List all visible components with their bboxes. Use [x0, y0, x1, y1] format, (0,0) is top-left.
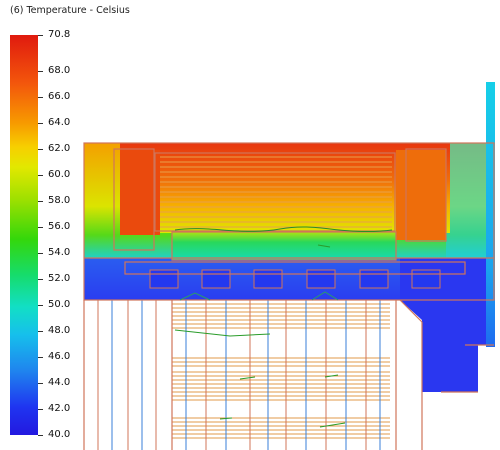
colorbar-tick-mark	[38, 331, 43, 333]
left-hot-block	[120, 150, 160, 235]
colorbar-tick-label: 70.8	[48, 29, 71, 40]
right-blue-region	[400, 258, 494, 392]
temperature-colorbar	[10, 35, 38, 435]
hot-zone-layer-lines	[160, 156, 392, 228]
flow-curves	[174, 226, 393, 428]
colorbar-tick-mark	[38, 201, 43, 203]
lower-vertical-lines	[97, 300, 381, 450]
colorbar-tick-label: 52.0	[48, 273, 71, 285]
colorbar-tick-mark	[38, 409, 43, 411]
colorbar-tick-mark	[38, 123, 43, 125]
colorbar-tick-mark	[38, 227, 43, 229]
colorbar-tick-mark	[38, 279, 43, 281]
colorbar-tick-label: 54.0	[48, 247, 71, 259]
lower-structure	[84, 300, 400, 450]
colorbar-tick-mark	[38, 175, 43, 177]
colorbar-tick-mark	[38, 149, 43, 151]
colorbar-tick-label: 64.0	[48, 117, 71, 129]
colorbar-tick-label: 44.0	[48, 377, 71, 389]
lower-stack-layer-lines	[172, 303, 390, 439]
colorbar-tick-mark	[38, 97, 43, 99]
colorbar-tick-label: 62.0	[48, 143, 71, 155]
colorbar-tick-label: 40.0	[48, 429, 71, 440]
right-hot-block	[396, 150, 446, 240]
middle-band	[172, 230, 396, 260]
colorbar-tick-mark	[38, 253, 43, 255]
colorbar-tick-label: 48.0	[48, 325, 71, 337]
colorbar-tick-mark	[38, 383, 43, 385]
colorbar-tick-label: 50.0	[48, 299, 71, 311]
colorbar-tick-label: 56.0	[48, 221, 71, 233]
colorbar-title: (6) Temperature - Celsius	[10, 5, 130, 16]
colorbar-tick-mark	[38, 71, 43, 73]
colorbar-tick-label: 66.0	[48, 91, 71, 103]
colorbar-tick-mark	[38, 35, 43, 36]
colorbar-tick-mark	[38, 435, 43, 436]
colorbar-tick-label: 58.0	[48, 195, 71, 207]
colorbar-tick-label: 42.0	[48, 403, 71, 415]
right-post	[486, 82, 495, 347]
colorbar-tick-label: 68.0	[48, 65, 71, 77]
colorbar-tick-mark	[38, 305, 43, 307]
colorbar-tick-label: 46.0	[48, 351, 71, 363]
colorbar-tick-label: 60.0	[48, 169, 71, 181]
colorbar-tick-mark	[38, 357, 43, 359]
structure-outlines	[83, 142, 495, 450]
